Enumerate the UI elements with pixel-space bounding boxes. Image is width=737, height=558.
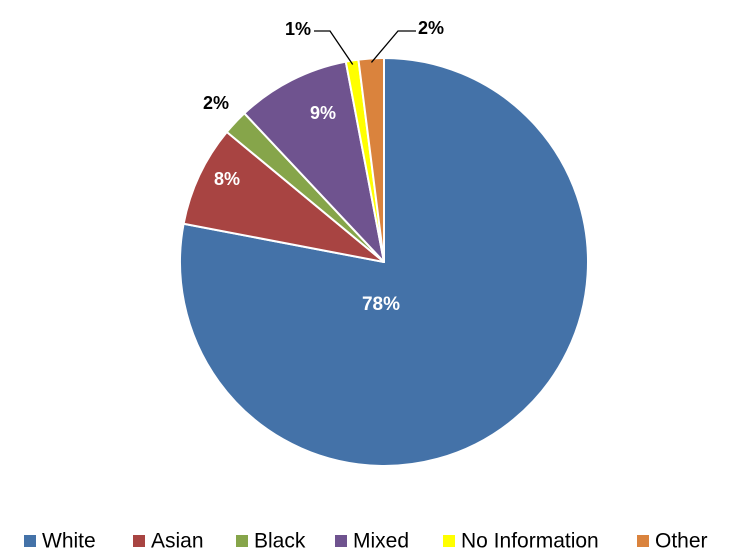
data-label-white: 78% [362, 294, 400, 315]
legend-item-black: Black [236, 530, 306, 553]
legend-swatch-white [24, 535, 36, 547]
pie-slice-asian [182, 130, 385, 263]
legend-item-white: White [24, 530, 96, 553]
data-label-mixed: 9% [310, 103, 336, 123]
data-label-other: 2% [418, 18, 444, 38]
pie-slice-other [357, 57, 385, 263]
legend-label-asian: Asian [151, 530, 204, 553]
legend-swatch-no-information [443, 535, 455, 547]
data-label-asian: 8% [214, 169, 240, 189]
legend-label-black: Black [254, 530, 306, 553]
legend-item-asian: Asian [133, 530, 204, 553]
pie-slices [179, 57, 589, 467]
legend-item-no-information: No Information [443, 530, 599, 553]
legend-swatch-other [637, 535, 649, 547]
data-label-black: 2% [203, 93, 229, 113]
legend-label-mixed: Mixed [353, 530, 409, 553]
data-label-no-information: 1% [285, 19, 311, 39]
legend-item-other: Other [637, 530, 708, 553]
pie-slice-mixed [243, 60, 385, 263]
data-labels: 78% 8% 2% 9% 1% 2% [203, 18, 444, 315]
legend-swatch-black [236, 535, 248, 547]
legend-label-no-information: No Information [461, 530, 599, 553]
leader-lines [314, 30, 416, 65]
legend-swatch-mixed [335, 535, 347, 547]
leader-line-no-information [314, 30, 354, 65]
legend-item-mixed: Mixed [335, 530, 409, 553]
legend-swatch-asian [133, 535, 145, 547]
legend-label-white: White [42, 530, 96, 553]
legend: White Asian Black Mixed No Information Other [24, 530, 708, 553]
legend-label-other: Other [655, 530, 708, 553]
leader-line-other [370, 30, 416, 63]
